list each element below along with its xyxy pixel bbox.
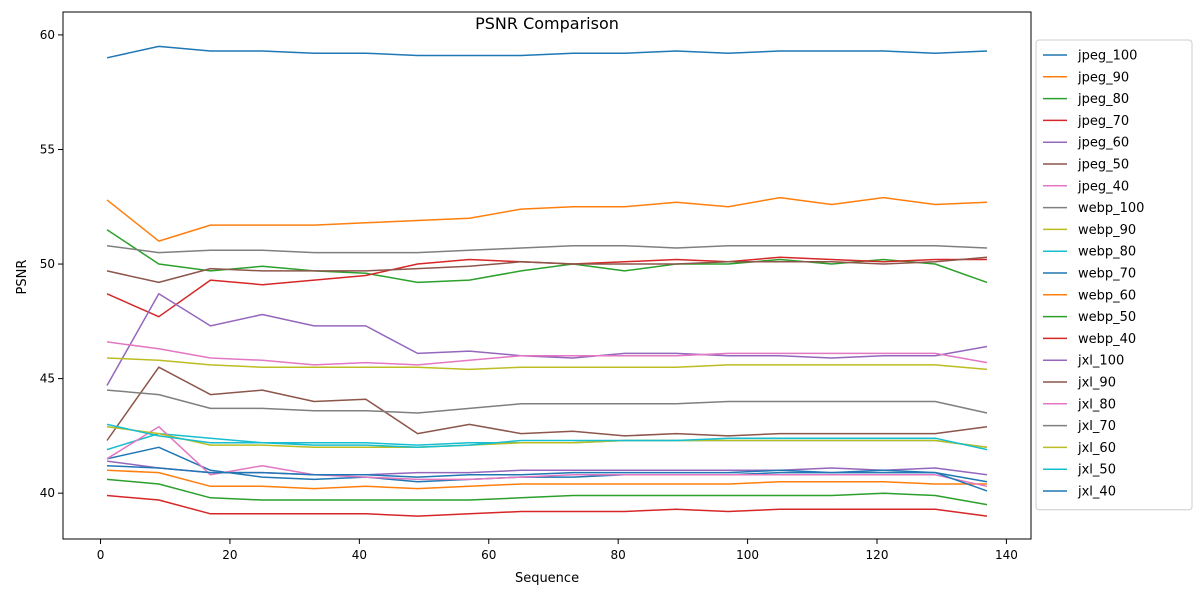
legend-label: jxl_90 [1077, 376, 1116, 391]
x-axis-label: Sequence [515, 571, 579, 586]
y-tick-label: 50 [40, 257, 55, 271]
plot-frame [62, 11, 1032, 540]
legend-label: jpeg_80 [1077, 92, 1129, 107]
series-line-jpeg-50 [106, 256, 988, 284]
legend-box [1035, 39, 1193, 511]
x-tick-label: 80 [611, 548, 626, 562]
series-line-webp-40 [106, 494, 988, 517]
legend-label: webp_80 [1078, 245, 1136, 260]
chart-title: PSNR Comparison [475, 14, 619, 33]
legend-label: jxl_50 [1077, 463, 1116, 478]
series-line-jxl-80 [106, 425, 988, 488]
y-axis-label: PSNR [15, 260, 30, 295]
legend-label: jpeg_100 [1077, 49, 1137, 64]
series-line-jpeg-40 [106, 341, 988, 366]
legend: jpeg_100 jpeg_90 jpeg_80 jpeg_70 jpeg_60jpeg… [1035, 39, 1193, 511]
y-tick-label: 60 [40, 28, 55, 42]
x-tick-label: 100 [736, 548, 759, 562]
legend-label: jpeg_90 [1077, 70, 1129, 85]
series-line-jxl-90 [106, 366, 988, 441]
series-line-webp-80 [106, 432, 988, 451]
x-axis-ticks: 0 20 40 60 80 100 120 140 [97, 539, 1018, 562]
legend-label: jpeg_70 [1077, 114, 1129, 129]
series-line-jxl-70 [106, 389, 988, 414]
y-axis-ticks: 40 45 50 55 60 [40, 28, 63, 500]
series-line-jpeg-80 [106, 229, 988, 284]
legend-label: webp_70 [1078, 267, 1136, 282]
series-line-jpeg-70 [106, 256, 987, 318]
y-tick-label: 45 [40, 372, 55, 386]
legend-label: jpeg_40 [1077, 179, 1129, 194]
x-tick-label: 40 [352, 548, 367, 562]
legend-label: jxl_60 [1077, 441, 1116, 456]
series-line-webp-90 [106, 357, 988, 371]
y-tick-label: 40 [40, 486, 55, 500]
series-line-jpeg-90 [106, 196, 988, 242]
series-line-jpeg-60 [106, 293, 988, 386]
legend-label: webp_50 [1078, 310, 1136, 325]
y-tick-label: 55 [40, 142, 55, 156]
legend-label: jpeg_50 [1077, 158, 1129, 173]
legend-label: jpeg_60 [1077, 136, 1129, 151]
legend-label: jxl_40 [1077, 485, 1116, 500]
x-tick-label: 60 [481, 548, 496, 562]
x-tick-label: 0 [97, 548, 105, 562]
legend-label: webp_100 [1078, 201, 1144, 216]
legend-label: webp_40 [1078, 332, 1136, 347]
x-tick-label: 20 [222, 548, 237, 562]
series-line-jxl-40 [106, 464, 988, 492]
series-line-webp-100 [106, 244, 988, 254]
x-tick-label: 140 [995, 548, 1018, 562]
legend-label: jxl_70 [1077, 419, 1116, 434]
series-line-webp-50 [106, 478, 988, 506]
x-tick-label: 120 [866, 548, 889, 562]
series-line-jpeg-100 [106, 45, 988, 59]
series-line-jxl-50 [106, 423, 988, 451]
series-line-jxl-60 [106, 425, 988, 449]
series-line-webp-60 [106, 469, 987, 490]
series-lines [106, 45, 988, 517]
legend-label: jxl_100 [1077, 354, 1124, 369]
legend-label: jxl_80 [1077, 397, 1116, 412]
legend-label: webp_90 [1078, 223, 1136, 238]
legend-label: webp_60 [1078, 288, 1136, 303]
